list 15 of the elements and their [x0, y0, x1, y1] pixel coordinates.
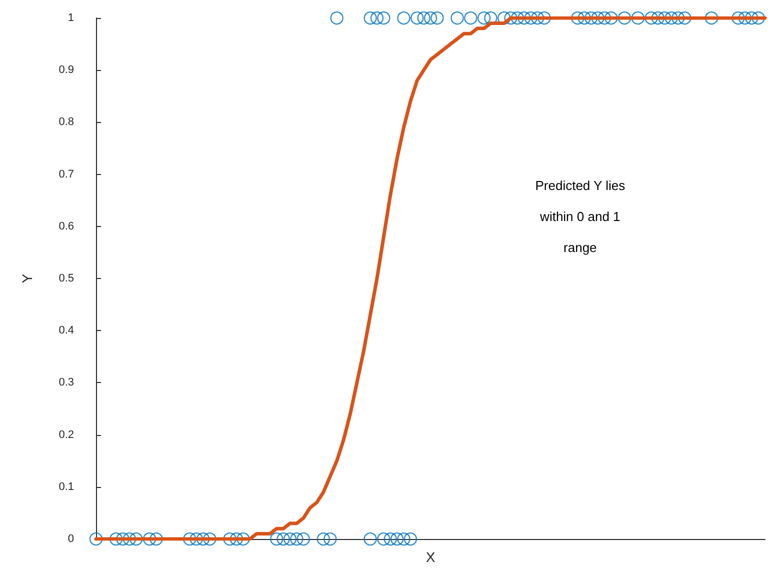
- x-axis-title: X: [426, 549, 436, 565]
- y-tick-label: 0.2: [58, 428, 74, 441]
- y-tick-label: 0.7: [58, 168, 74, 180]
- y-tick-label: 0: [68, 533, 74, 545]
- y-tick-label: 0.1: [58, 480, 74, 493]
- y-tick-label: 0.5: [58, 272, 74, 284]
- text: Predicted Y lies within 0 and 1 range: [535, 178, 626, 255]
- y-tick-label: 0.8: [58, 116, 74, 128]
- y-tick-label: 0.6: [58, 220, 74, 232]
- y-tick-label: 0.3: [58, 376, 74, 389]
- y-tick-label: 1: [68, 12, 74, 24]
- y-tick-label: 0.9: [58, 64, 74, 76]
- line-series: [94, 16, 767, 541]
- y-tick-label: 0.4: [58, 324, 74, 337]
- y-axis-title: Y: [19, 273, 35, 284]
